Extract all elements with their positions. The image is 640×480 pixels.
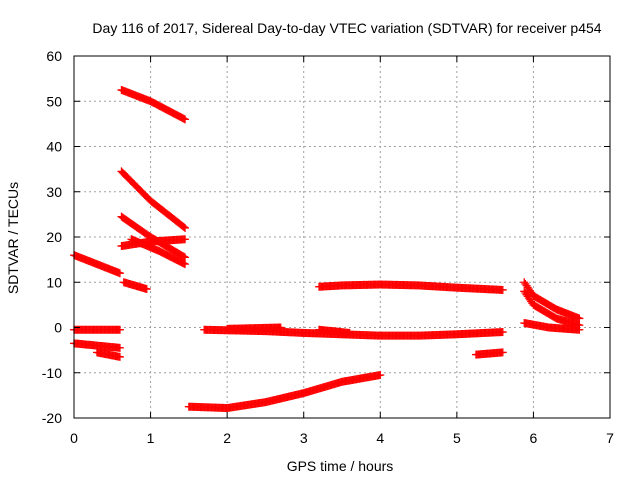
data-point-marker bbox=[575, 314, 584, 323]
data-point-marker bbox=[115, 269, 124, 278]
data-point-marker bbox=[181, 260, 190, 269]
y-tick-label: 50 bbox=[46, 93, 62, 109]
data-point-marker bbox=[181, 115, 190, 124]
tick-labels: 0 1 2 3 4 5 6 7 -20 -10 0 10 20 30 40 50 60 bbox=[42, 48, 614, 446]
x-axis-label: GPS time / hours bbox=[287, 458, 394, 474]
data-point-marker bbox=[345, 328, 354, 337]
y-axis-label: SDTVAR / TECUs bbox=[5, 182, 21, 294]
data-points bbox=[70, 85, 584, 413]
data-point-marker bbox=[115, 352, 124, 361]
x-tick-label: 0 bbox=[70, 430, 78, 446]
x-tick-label: 5 bbox=[453, 430, 461, 446]
x-tick-label: 7 bbox=[606, 430, 614, 446]
data-point-marker bbox=[142, 285, 151, 294]
data-point-marker bbox=[498, 348, 507, 357]
data-point-marker bbox=[181, 223, 190, 232]
data-point-marker bbox=[115, 343, 124, 352]
y-tick-label: 30 bbox=[46, 184, 62, 200]
data-point-marker bbox=[575, 325, 584, 334]
data-point-marker bbox=[181, 235, 190, 244]
y-tick-label: 60 bbox=[46, 48, 62, 64]
y-tick-label: 0 bbox=[54, 320, 62, 336]
y-tick-label: 10 bbox=[46, 274, 62, 290]
data-point-marker bbox=[376, 371, 385, 380]
x-tick-label: 1 bbox=[147, 430, 155, 446]
y-tick-label: -10 bbox=[42, 365, 62, 381]
x-tick-label: 3 bbox=[300, 430, 308, 446]
data-point-marker bbox=[498, 328, 507, 337]
data-point-marker bbox=[276, 323, 285, 332]
data-point-marker bbox=[179, 223, 188, 232]
y-tick-label: 20 bbox=[46, 229, 62, 245]
y-tick-label: 40 bbox=[46, 139, 62, 155]
x-tick-label: 2 bbox=[223, 430, 231, 446]
chart-title: Day 116 of 2017, Sidereal Day-to-day VTE… bbox=[92, 20, 601, 36]
x-tick-label: 4 bbox=[376, 430, 384, 446]
data-point-marker bbox=[498, 285, 507, 294]
tick-marks bbox=[73, 55, 611, 419]
x-tick-label: 6 bbox=[530, 430, 538, 446]
y-tick-label: -20 bbox=[42, 410, 62, 426]
data-point-marker bbox=[181, 253, 190, 262]
data-point-marker bbox=[115, 325, 124, 334]
data-point-marker bbox=[179, 252, 188, 261]
